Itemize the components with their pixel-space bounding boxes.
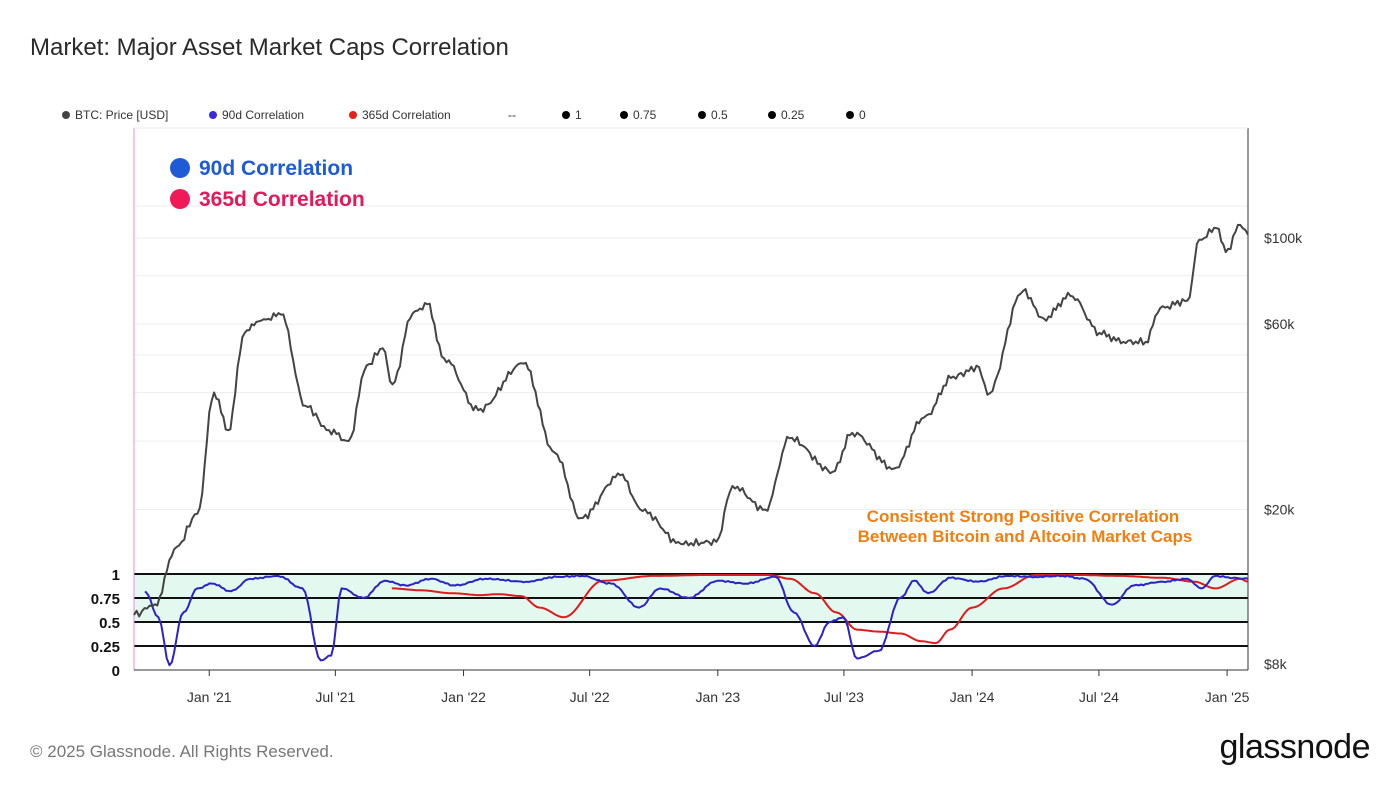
x-tick-label: Jan '21: [187, 689, 232, 705]
legend-item-0-25[interactable]: 0.25: [768, 108, 804, 122]
annotation-365d-label: 365d Correlation: [199, 188, 365, 211]
annotation-90d-label: 90d Correlation: [199, 157, 353, 180]
chart-title: Market: Major Asset Market Caps Correlat…: [30, 34, 509, 61]
legend-dot-0-25: [768, 111, 776, 119]
annotation-365d-dot: [170, 189, 190, 209]
legend-item-0-5[interactable]: 0.5: [698, 108, 728, 122]
price-tick-label: $20k: [1264, 501, 1295, 517]
legend-dot-1: [562, 111, 570, 119]
legend-label-0-75: 0.75: [633, 108, 657, 122]
legend-item-365d-correlation[interactable]: 365d Correlation: [349, 108, 451, 122]
x-tick-label: Jul '21: [315, 689, 355, 705]
price-tick-label: $60k: [1264, 316, 1295, 332]
correlation-tick-label: 0.5: [99, 615, 120, 632]
legend-item-btc-price[interactable]: BTC: Price [USD]: [62, 108, 168, 122]
copyright-footer: © 2025 Glassnode. All Rights Reserved.: [30, 742, 334, 761]
legend-label-1: 1: [575, 108, 582, 122]
annotation-90d-dot: [170, 158, 190, 178]
legend-dot-365d-correlation: [349, 111, 357, 119]
gridlines: [134, 205, 1248, 510]
legend-label-dashes: --: [508, 108, 516, 122]
series-group: [133, 223, 1249, 667]
legend-dot-0-5: [698, 111, 706, 119]
series-365d-correlation: [391, 574, 1249, 645]
series-btc-price: [133, 223, 1249, 618]
legend-label-0-5: 0.5: [711, 108, 728, 122]
legend-dot-btc-price: [62, 111, 70, 119]
price-axis-ticks: $100k $60k $20k $8k: [1264, 230, 1303, 672]
legend-label-365d-correlation: 365d Correlation: [362, 108, 451, 122]
legend-item-dashes[interactable]: --: [508, 108, 516, 122]
legend-item-90d-correlation[interactable]: 90d Correlation: [209, 108, 304, 122]
price-tick-label: $100k: [1264, 230, 1303, 246]
x-tick-label: Jan '23: [695, 689, 740, 705]
x-tick-label: Jul '23: [824, 689, 864, 705]
glassnode-logo[interactable]: glassnode: [1219, 728, 1370, 766]
legend-dot-0: [846, 111, 854, 119]
price-tick-label: $8k: [1264, 656, 1288, 672]
legend-item-0-75[interactable]: 0.75: [620, 108, 656, 122]
callout-line-1: Consistent Strong Positive Correlation: [867, 507, 1180, 526]
legend-label-90d-correlation: 90d Correlation: [222, 108, 305, 122]
series-90d-correlation: [144, 574, 1249, 667]
x-tick-label: Jan '24: [950, 689, 995, 705]
legend-dot-90d-correlation: [209, 111, 217, 119]
x-axis-ticks: Jan '21 Jul '21 Jan '22 Jul '22 Jan '23 Jul '…: [187, 670, 1250, 705]
legend-item-0[interactable]: 0: [846, 108, 866, 122]
legend-item-1[interactable]: 1: [562, 108, 582, 122]
legend-dot-0-75: [620, 111, 628, 119]
legend-label-0: 0: [859, 108, 866, 122]
correlation-tick-label: 0.75: [91, 591, 120, 608]
x-tick-label: Jul '24: [1079, 689, 1119, 705]
legend-label-0-25: 0.25: [781, 108, 805, 122]
correlation-tick-label: 0.25: [91, 639, 120, 656]
x-tick-label: Jan '22: [441, 689, 486, 705]
callout-line-2: Between Bitcoin and Altcoin Market Caps: [858, 527, 1193, 546]
correlation-tick-label: 1: [112, 567, 120, 584]
x-tick-label: Jan '25: [1205, 689, 1250, 705]
x-tick-label: Jul '22: [570, 689, 610, 705]
legend-label-btc-price: BTC: Price [USD]: [75, 108, 169, 122]
correlation-axis-ticks: 1 0.75 0.5 0.25 0: [91, 567, 120, 680]
correlation-tick-label: 0: [112, 663, 120, 680]
